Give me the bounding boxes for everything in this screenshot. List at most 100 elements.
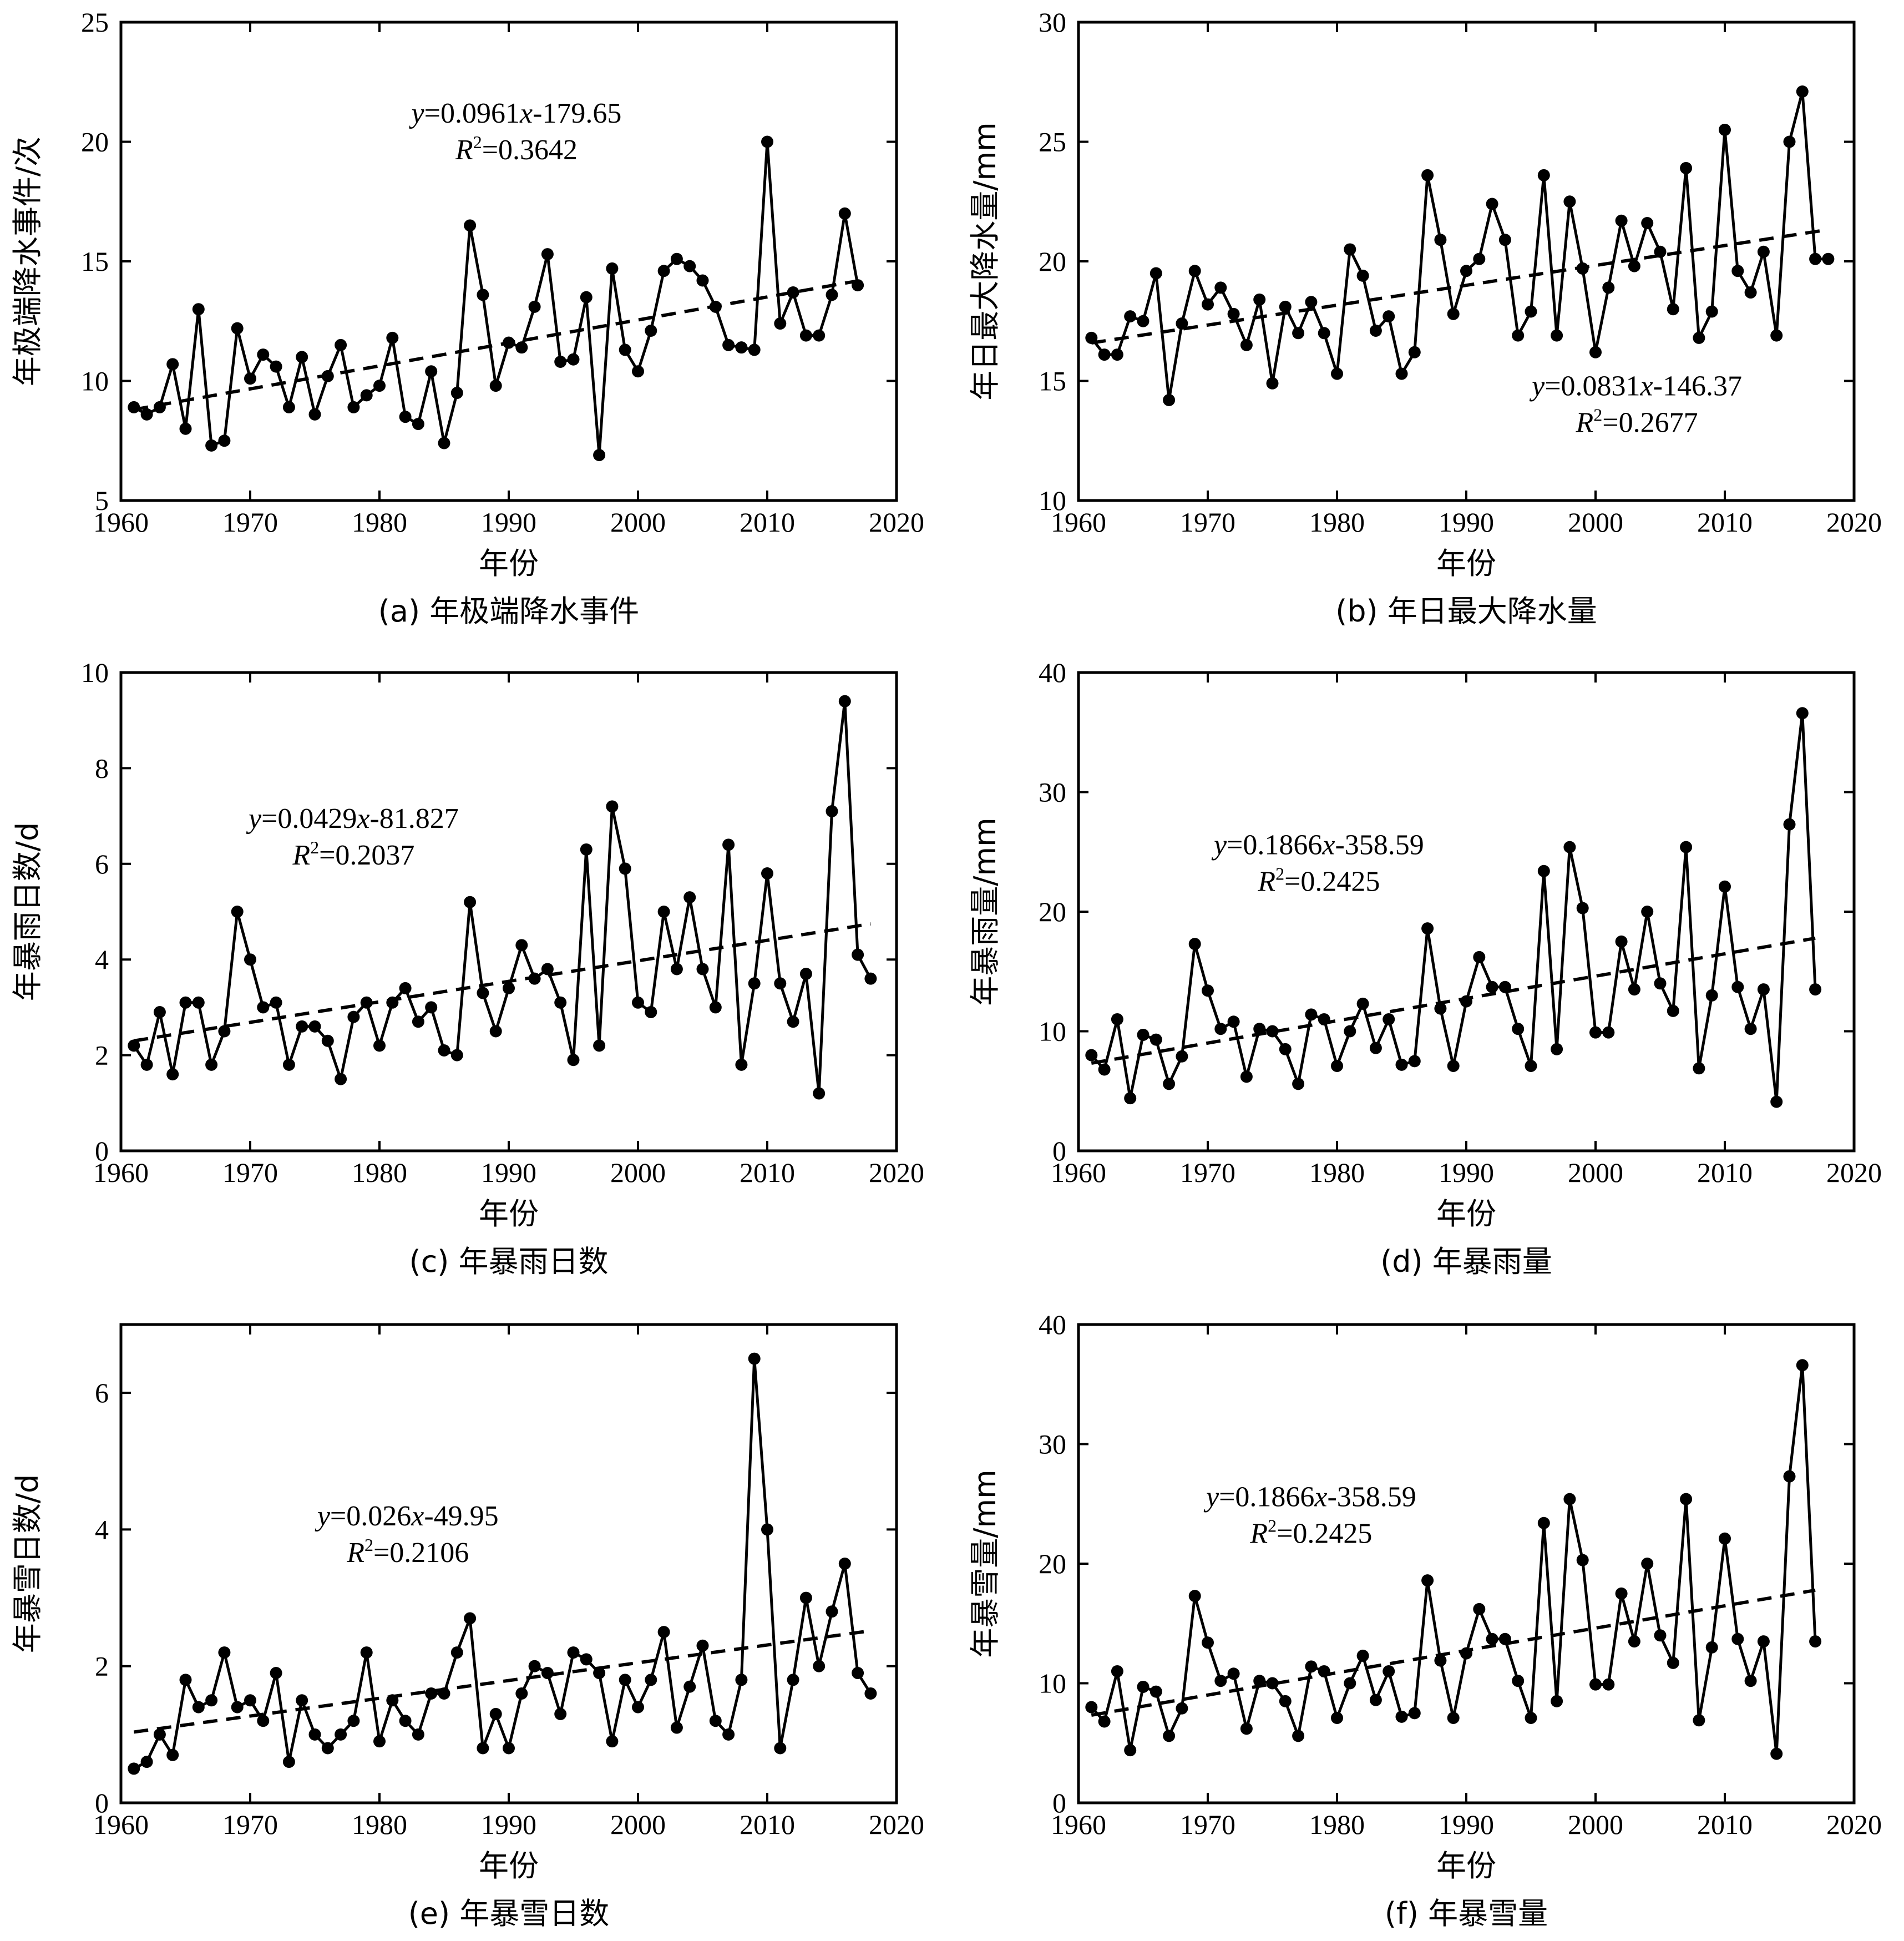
r-symbol: R (1257, 866, 1275, 898)
data-point (1150, 1685, 1162, 1698)
data-point (1279, 1695, 1292, 1707)
equation-x: x (356, 803, 369, 835)
data-point (1408, 1707, 1421, 1720)
trend-equation: y=0.0429x-81.827 (246, 803, 459, 835)
data-point (1589, 1678, 1602, 1691)
data-point (709, 1715, 722, 1727)
equation-y: y (409, 98, 425, 129)
data-point (735, 1058, 748, 1071)
data-point (489, 1025, 502, 1038)
data-point (1551, 329, 1563, 342)
panel-caption: (a) 年极端降水事件 (378, 594, 639, 629)
data-point (852, 948, 864, 961)
data-point (1654, 1629, 1667, 1642)
data-point (257, 1001, 270, 1014)
data-point (1408, 1055, 1421, 1068)
r-superscript: 2 (1268, 1516, 1277, 1536)
data-point (1395, 1710, 1408, 1723)
data-point (761, 1523, 773, 1536)
data-point (799, 968, 812, 980)
data-point (826, 805, 838, 817)
y-axis-label: 年日最大降水量/mm (968, 122, 1002, 400)
data-point (1318, 327, 1330, 340)
x-tick-label: 2000 (1568, 1157, 1623, 1188)
r-squared: R2=0.2106 (346, 1535, 469, 1569)
data-point (1085, 1049, 1098, 1062)
data-point (1537, 169, 1550, 181)
equation-rest: -358.59 (1335, 830, 1424, 861)
data-point (1421, 169, 1434, 181)
data-point (515, 939, 528, 952)
data-point (1318, 1013, 1330, 1025)
r-squared-value: =0.2425 (1277, 1518, 1372, 1550)
data-point (205, 439, 218, 452)
x-tick-label: 1960 (1051, 1157, 1106, 1188)
x-tick-label: 2020 (869, 1809, 924, 1840)
x-tick-label: 1990 (1439, 1157, 1494, 1188)
data-point (1395, 1058, 1408, 1071)
data-point (1421, 1574, 1434, 1587)
equation-x: x (1640, 370, 1653, 402)
data-point (282, 1058, 295, 1071)
data-point (1214, 1675, 1227, 1687)
data-point (1085, 331, 1098, 344)
data-point (1176, 1702, 1188, 1715)
data-point (412, 1728, 424, 1741)
x-tick-label: 1960 (93, 1809, 149, 1840)
data-point (1796, 707, 1809, 720)
y-tick-label: 10 (1039, 1668, 1066, 1699)
data-point (140, 1756, 153, 1768)
data-point (1214, 281, 1227, 294)
equation-coef: =0.026 (330, 1500, 411, 1532)
data-point (748, 977, 761, 990)
data-point (735, 341, 748, 354)
data-point (347, 1010, 360, 1023)
r-superscript: 2 (473, 132, 482, 152)
data-point (1563, 195, 1576, 208)
data-point (1395, 367, 1408, 380)
x-tick-label: 2010 (1697, 1157, 1753, 1188)
data-point (231, 322, 244, 335)
data-point (657, 1626, 670, 1639)
panel-caption: (f) 年暴雪量 (1385, 1896, 1548, 1931)
data-point (450, 387, 463, 400)
x-axis-label: 年份 (479, 546, 539, 581)
data-point (567, 1646, 580, 1659)
data-point (1473, 951, 1486, 963)
x-tick-label: 2000 (1568, 1809, 1623, 1840)
x-tick-label: 1970 (1180, 1157, 1235, 1188)
data-point (670, 252, 683, 265)
data-point (1512, 1675, 1525, 1687)
data-point (632, 365, 644, 378)
y-tick-label: 4 (95, 1514, 109, 1545)
data-point (1292, 1078, 1305, 1090)
data-point (645, 1674, 657, 1686)
x-tick-label: 2020 (1826, 1809, 1882, 1840)
x-tick-label: 1980 (352, 507, 407, 538)
data-point (1667, 303, 1679, 316)
x-axis-label: 年份 (1436, 1196, 1496, 1231)
data-point (554, 356, 567, 368)
data-point (1098, 1715, 1111, 1728)
data-point (1356, 997, 1369, 1010)
data-point (761, 867, 773, 880)
data-point (1770, 1747, 1783, 1760)
x-tick-label: 2000 (610, 1157, 666, 1188)
data-point (308, 1020, 321, 1033)
y-tick-label: 10 (1039, 485, 1066, 516)
x-tick-label: 1980 (352, 1157, 407, 1188)
data-point (541, 1667, 554, 1680)
data-point (748, 1352, 761, 1365)
data-point (1512, 329, 1525, 342)
series-line (133, 141, 859, 456)
data-point (852, 1667, 864, 1680)
data-point (1176, 317, 1188, 330)
x-tick-label: 2010 (1697, 1809, 1753, 1840)
y-tick-label: 8 (95, 752, 109, 784)
data-point (1693, 1062, 1705, 1075)
data-point (1654, 977, 1667, 990)
data-point (528, 972, 541, 985)
data-point (1641, 906, 1654, 918)
series-line (1090, 712, 1817, 1102)
trend-equation: y=0.0961x-179.65 (409, 98, 622, 129)
